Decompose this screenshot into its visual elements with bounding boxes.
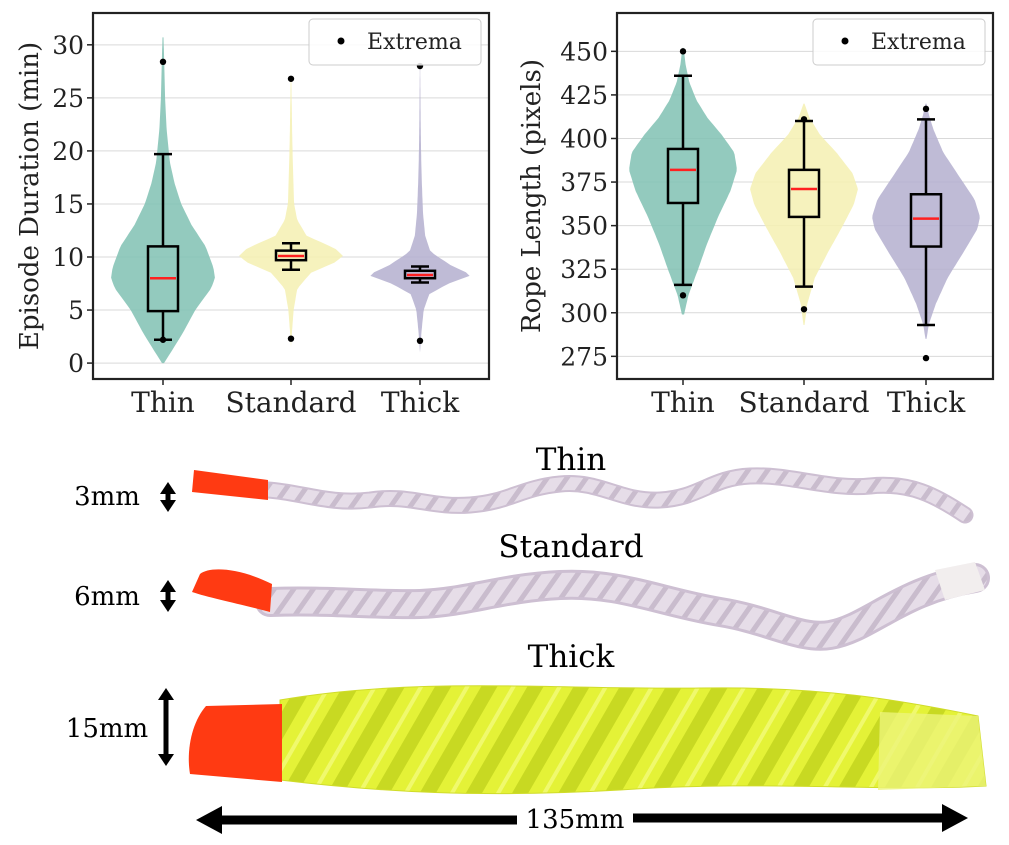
violin-standard	[750, 103, 858, 325]
legend-extrema-label: Extrema	[871, 30, 966, 55]
thick-rope-end	[878, 712, 986, 790]
extrema-max-point	[922, 105, 930, 113]
y-tick-label: 15	[52, 190, 84, 219]
rope-size-label-thin: 3mm	[74, 482, 140, 512]
extrema-max-point	[287, 75, 295, 82]
arrow-head-right	[942, 804, 968, 832]
thin-rope-texture	[261, 469, 972, 522]
thick-rope-body	[279, 685, 987, 795]
y-tick-label: 300	[560, 299, 608, 328]
arrow-head-down	[160, 500, 176, 512]
box-standard	[274, 249, 308, 262]
y-tick-label: 350	[560, 212, 608, 241]
box-thick	[403, 269, 437, 280]
legend-extrema-label: Extrema	[367, 30, 462, 55]
y-tick-label: 5	[68, 296, 84, 325]
y-tick-label: 425	[560, 81, 608, 110]
x-tick-label: Thick	[381, 386, 460, 419]
legend-extrema-marker	[841, 37, 849, 45]
legend-extrema-marker	[337, 37, 345, 45]
arrow-head-down	[158, 754, 174, 766]
extrema-min-point	[416, 337, 424, 345]
legend: Extrema	[308, 18, 482, 66]
thin-width-arrow	[160, 482, 176, 512]
legend-frame	[812, 18, 986, 66]
box-standard	[787, 168, 821, 219]
rope-title-thick: Thick	[528, 639, 615, 675]
arrow-head-up	[160, 580, 176, 592]
y-tick-label: 25	[52, 84, 84, 113]
y-axis-label: Rope Length (pixels)	[517, 59, 547, 333]
box-thin	[146, 245, 180, 313]
arrow-head-left	[196, 806, 222, 834]
rope-size-label-thick: 15mm	[66, 714, 148, 744]
legend: Extrema	[812, 18, 986, 66]
extrema-max-point	[159, 58, 167, 65]
x-tick-label: Thin	[131, 386, 195, 419]
y-tick-label: 30	[52, 31, 84, 60]
x-tick-label: Thick	[887, 386, 966, 419]
rope-size-label-standard: 6mm	[74, 582, 140, 612]
y-tick-label: 450	[560, 37, 608, 66]
rope-title-thin: Thin	[536, 442, 607, 478]
extrema-min-point	[922, 354, 930, 362]
x-tick-label: Thin	[651, 386, 715, 419]
thick-width-arrow	[158, 688, 174, 766]
thick-rope-cap	[188, 704, 282, 782]
extrema-max-point	[800, 116, 808, 123]
extrema-min-point	[287, 335, 295, 342]
arrow-head-up	[158, 688, 174, 700]
violin-standard	[239, 76, 343, 348]
plot-frame	[615, 11, 995, 381]
thin-rope-cap	[192, 470, 268, 500]
y-tick-label: 275	[560, 342, 608, 371]
rope-title-standard: Standard	[498, 529, 643, 565]
legend-frame	[308, 18, 482, 66]
y-tick-label: 325	[560, 255, 608, 284]
box-thin	[666, 147, 700, 205]
y-tick-label: 375	[560, 168, 608, 197]
arrow-head-down	[160, 600, 176, 612]
violin-thick	[872, 103, 980, 339]
extrema-max-point	[679, 48, 687, 55]
standard-width-arrow	[160, 580, 176, 612]
length-arrow	[196, 804, 968, 834]
arrow-head-up	[160, 482, 176, 494]
x-tick-label: Standard	[225, 386, 356, 419]
rope-length-chart: Thin Standard Thick 275 300 325 350 375 400 425 45…	[517, 11, 995, 419]
standard-rope-texture	[258, 566, 987, 648]
extrema-min-point	[679, 292, 687, 299]
rope-length-label: 135mm	[526, 805, 625, 835]
violin-thick	[370, 60, 470, 353]
box-thick	[909, 193, 943, 248]
x-tick-label: Standard	[738, 386, 869, 419]
rope-illustration: Thin Standard Thick 3mm 6mm 15mm 135mm	[66, 442, 990, 835]
extrema-min-point	[800, 306, 808, 313]
y-tick-label: 20	[52, 137, 84, 166]
y-tick-label: 400	[560, 124, 608, 153]
extrema-min-point	[159, 336, 167, 343]
violin-thin	[629, 47, 737, 315]
standard-rope-end	[935, 562, 985, 600]
y-tick-label: 0	[68, 349, 84, 378]
y-tick-label: 10	[52, 243, 84, 272]
y-axis-label: Episode Duration (min)	[15, 42, 45, 350]
standard-rope-cap	[192, 569, 272, 612]
